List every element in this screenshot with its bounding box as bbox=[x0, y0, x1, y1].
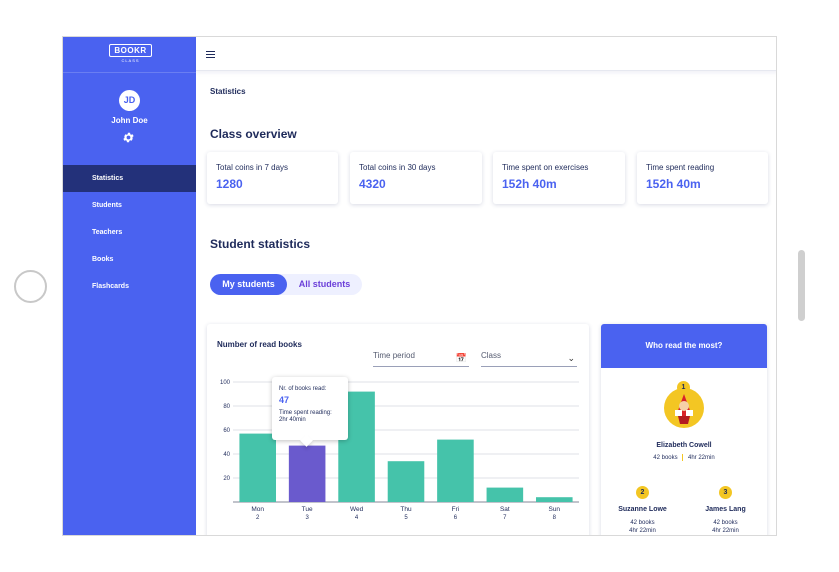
y-tick-label: 100 bbox=[220, 380, 231, 386]
app-window: BOOKR CLASS JD John Doe Statistics Stude… bbox=[62, 36, 777, 536]
x-tick-sublabel: 4 bbox=[355, 515, 359, 521]
x-tick-label: Fri bbox=[452, 506, 460, 513]
x-tick-label: Tue bbox=[302, 506, 313, 513]
bar-chart: 20 40 60 80 100 Mon 2 Tue 3 Wed 4 Thu 5 Fri 6 Sat 7 Sun 8 bbox=[220, 380, 579, 521]
stats-separator bbox=[682, 454, 684, 461]
chart-tooltip: Nr. of books read: 47 Time spent reading… bbox=[272, 377, 348, 440]
students-toggle: My students All students bbox=[210, 274, 362, 295]
rank-badge: 1 bbox=[677, 381, 690, 394]
x-tick-sublabel: 6 bbox=[454, 515, 458, 521]
rank-badge: 3 bbox=[719, 486, 732, 499]
device-scroll-indicator bbox=[798, 250, 805, 321]
first-reader-avatar bbox=[664, 388, 704, 428]
third-reader-time: 4hr 22min bbox=[712, 528, 739, 534]
sidebar-item-teachers[interactable]: Teachers bbox=[92, 229, 123, 236]
reader-illustration-icon bbox=[675, 394, 693, 424]
sidebar: BOOKR CLASS JD John Doe Statistics Stude… bbox=[63, 37, 196, 535]
second-reader-name: Suzanne Lowe bbox=[618, 506, 667, 513]
x-tick-label: Thu bbox=[400, 506, 412, 513]
main-content: Statistics Class overview Total coins in… bbox=[196, 37, 776, 535]
logo-text: BOOKR bbox=[109, 44, 152, 57]
bar-sun bbox=[535, 497, 573, 502]
bookr-logo[interactable]: BOOKR CLASS bbox=[109, 44, 152, 63]
stat-card-time-reading: Time spent reading 152h 40m bbox=[637, 152, 768, 204]
tooltip-label: Nr. of books read: bbox=[279, 386, 327, 392]
x-tick-label: Mon bbox=[251, 506, 264, 513]
third-reader-name: James Lang bbox=[705, 506, 746, 513]
first-reader-books: 42 books bbox=[653, 455, 678, 462]
my-students-tab[interactable]: My students bbox=[210, 274, 287, 295]
chevron-down-icon[interactable]: ⌄ bbox=[567, 353, 575, 363]
avatar[interactable]: JD bbox=[119, 90, 140, 111]
first-reader-name: Elizabeth Cowell bbox=[656, 442, 712, 449]
stat-card-value: 1280 bbox=[216, 177, 243, 191]
sidebar-item-statistics[interactable]: Statistics bbox=[63, 165, 196, 192]
bar-fri bbox=[437, 439, 474, 502]
bar-sat bbox=[486, 487, 524, 502]
stat-card-time-exercises: Time spent on exercises 152h 40m bbox=[493, 152, 625, 204]
x-tick-sublabel: 8 bbox=[553, 515, 557, 521]
y-tick-label: 60 bbox=[223, 428, 230, 434]
x-tick-sublabel: 2 bbox=[256, 515, 260, 521]
y-tick-label: 40 bbox=[223, 452, 230, 458]
sidebar-item-flashcards[interactable]: Flashcards bbox=[92, 283, 129, 290]
tooltip-time-label: Time spent reading: bbox=[279, 410, 332, 416]
sidebar-divider bbox=[63, 72, 196, 73]
class-select[interactable]: Class ⌄ bbox=[481, 348, 577, 367]
stat-card-label: Total coins in 30 days bbox=[359, 163, 436, 172]
bar-tue bbox=[288, 445, 326, 502]
student-statistics-title: Student statistics bbox=[210, 237, 311, 251]
bar-thu bbox=[387, 461, 425, 502]
stat-card-label: Time spent on exercises bbox=[502, 163, 589, 172]
stat-card-coins-30-days: Total coins in 30 days 4320 bbox=[350, 152, 482, 204]
calendar-icon[interactable]: 📅 bbox=[455, 353, 467, 363]
read-books-chart-card: Number of read books Time period 📅 Class… bbox=[207, 324, 589, 535]
x-tick-sublabel: 5 bbox=[404, 515, 408, 521]
first-reader-stats: 42 books 4hr 22min bbox=[601, 454, 767, 462]
stat-card-coins-7-days: Total coins in 7 days 1280 bbox=[207, 152, 338, 204]
stat-card-value: 4320 bbox=[359, 177, 386, 191]
top-bar bbox=[196, 37, 776, 71]
time-period-placeholder: Time period bbox=[373, 351, 415, 360]
who-read-most-title: Who read the most? bbox=[601, 324, 767, 368]
x-tick-sublabel: 3 bbox=[305, 515, 309, 521]
x-tick-label: Wed bbox=[350, 506, 364, 513]
stat-card-label: Time spent reading bbox=[646, 163, 715, 172]
all-students-tab[interactable]: All students bbox=[298, 279, 351, 289]
chart-title: Number of read books bbox=[217, 340, 302, 349]
x-tick-label: Sun bbox=[548, 506, 560, 513]
hamburger-menu-icon[interactable] bbox=[206, 51, 215, 59]
x-tick-label: Sat bbox=[500, 506, 510, 513]
logo-subtext: CLASS bbox=[121, 58, 140, 63]
class-overview-title: Class overview bbox=[210, 127, 297, 141]
tooltip-time-value: 2hr 40min bbox=[279, 417, 306, 423]
second-reader-stats: 42 books 4hr 22min bbox=[601, 519, 684, 535]
third-reader-stats: 42 books 4hr 22min bbox=[684, 519, 767, 535]
sidebar-item-books[interactable]: Books bbox=[92, 256, 114, 263]
sidebar-item-students[interactable]: Students bbox=[92, 202, 122, 209]
sidebar-nav: Statistics Students Teachers Books Flash… bbox=[63, 165, 196, 300]
gear-icon[interactable] bbox=[122, 131, 135, 144]
y-tick-label: 80 bbox=[223, 404, 230, 410]
third-reader-books: 42 books bbox=[713, 520, 738, 526]
stat-card-value: 152h 40m bbox=[646, 177, 701, 191]
class-placeholder: Class bbox=[481, 351, 502, 360]
first-reader-time: 4hr 22min bbox=[688, 455, 715, 462]
second-reader-time: 4hr 22min bbox=[629, 528, 656, 534]
tooltip-value: 47 bbox=[279, 395, 290, 405]
y-tick-label: 20 bbox=[223, 476, 230, 482]
stat-card-label: Total coins in 7 days bbox=[216, 163, 289, 172]
x-tick-sublabel: 7 bbox=[503, 515, 507, 521]
who-read-most-card: Who read the most? 1 Elizabeth Cowell 42… bbox=[601, 324, 767, 535]
device-home-button bbox=[14, 270, 47, 303]
second-reader-books: 42 books bbox=[630, 520, 655, 526]
rank-badge: 2 bbox=[636, 486, 649, 499]
breadcrumb: Statistics bbox=[210, 87, 246, 96]
stat-card-value: 152h 40m bbox=[502, 177, 557, 191]
bar-mon bbox=[239, 433, 277, 502]
time-period-field[interactable]: Time period 📅 bbox=[373, 348, 469, 367]
user-name: John Doe bbox=[111, 116, 148, 125]
